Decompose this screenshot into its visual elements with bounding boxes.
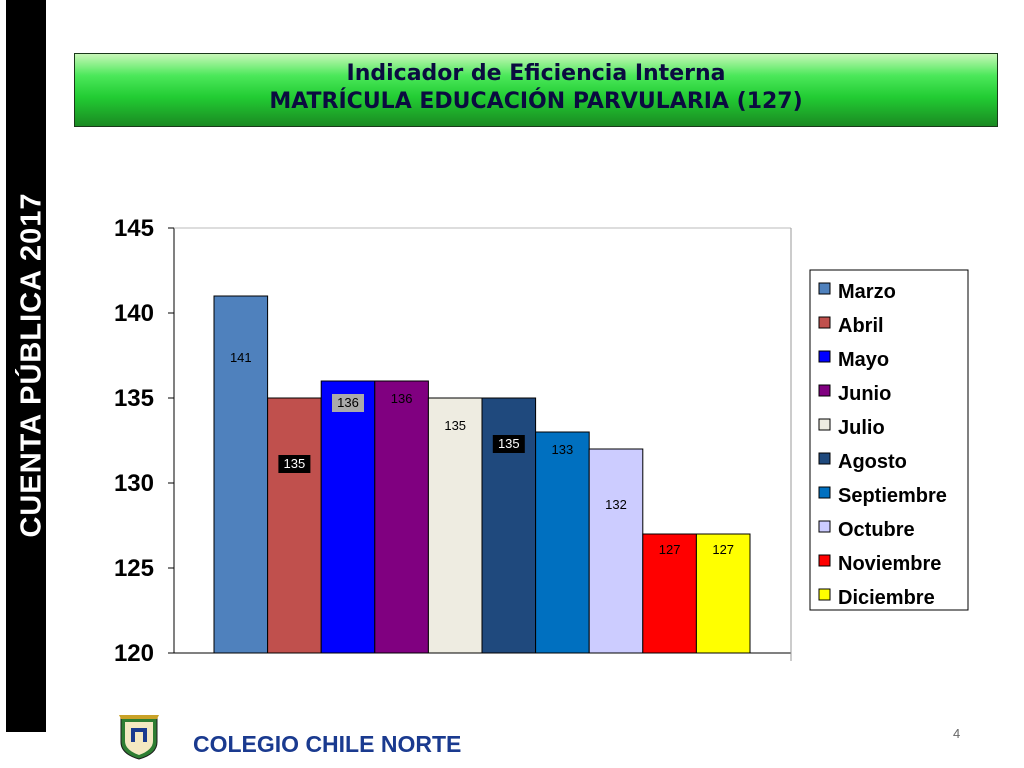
data-label-diciembre: 127 (712, 542, 734, 557)
data-label-abril: 135 (284, 456, 306, 471)
legend-swatch (818, 418, 831, 431)
bar-septiembre (535, 431, 590, 654)
data-label-mayo: 136 (337, 395, 359, 410)
data-label-octubre: 132 (605, 497, 627, 512)
bar-junio (374, 380, 429, 654)
title-banner: Indicador de Eficiencia Interna MATRÍCUL… (74, 53, 998, 127)
legend-swatch (818, 282, 831, 295)
data-label-box (332, 394, 364, 412)
legend-swatch (818, 316, 831, 329)
legend-label-noviembre: Noviembre (838, 553, 941, 575)
legend-swatch (818, 520, 831, 533)
bar-marzo (213, 295, 269, 654)
data-label-marzo: 141 (230, 350, 252, 365)
bar-octubre (588, 448, 644, 654)
data-label-septiembre: 133 (552, 442, 574, 457)
bar-julio (427, 397, 483, 654)
data-label-noviembre: 127 (659, 542, 681, 557)
legend-label-diciembre: Diciembre (838, 587, 935, 609)
legend-swatch (818, 554, 831, 567)
y-tick-label: 140 (114, 300, 154, 327)
legend-label-mayo: Mayo (838, 349, 889, 371)
data-label-agosto: 135 (498, 436, 520, 451)
school-name: COLEGIO CHILE NORTE (193, 731, 462, 757)
legend-swatch (818, 350, 831, 363)
legend-swatch (818, 486, 831, 499)
legend-swatch (818, 384, 831, 397)
legend-swatch (818, 452, 831, 465)
bar-abril (267, 397, 322, 654)
bar-diciembre (695, 533, 751, 654)
y-tick-label: 135 (114, 385, 154, 412)
legend-swatch (818, 588, 831, 601)
legend-label-marzo: Marzo (838, 281, 896, 303)
title-line-2: MATRÍCULA EDUCACIÓN PARVULARIA (127) (269, 89, 803, 114)
legend-label-octubre: Octubre (838, 519, 915, 541)
data-label-box (278, 455, 311, 473)
y-tick-label: 130 (114, 470, 154, 497)
side-banner: CUENTA PÚBLICA 2017 (6, 0, 48, 732)
page-number: 4 (953, 726, 961, 741)
y-tick-label: 120 (114, 640, 154, 667)
y-tick-label: 145 (114, 215, 154, 242)
data-label-julio: 135 (444, 418, 466, 433)
legend-label-agosto: Agosto (838, 451, 907, 473)
y-tick-label: 125 (114, 555, 154, 582)
data-label-box (492, 435, 525, 453)
school-crest-icon (119, 715, 159, 760)
bar-mayo (320, 380, 376, 654)
legend-label-julio: Julio (838, 417, 885, 439)
title-line-1: Indicador de Eficiencia Interna (346, 61, 726, 86)
legend-label-junio: Junio (838, 383, 891, 405)
legend-label-abril: Abril (838, 315, 884, 337)
bar-noviembre (642, 533, 697, 654)
legend-box (809, 269, 969, 611)
legend-label-septiembre: Septiembre (838, 485, 947, 507)
data-label-junio: 136 (391, 391, 413, 406)
